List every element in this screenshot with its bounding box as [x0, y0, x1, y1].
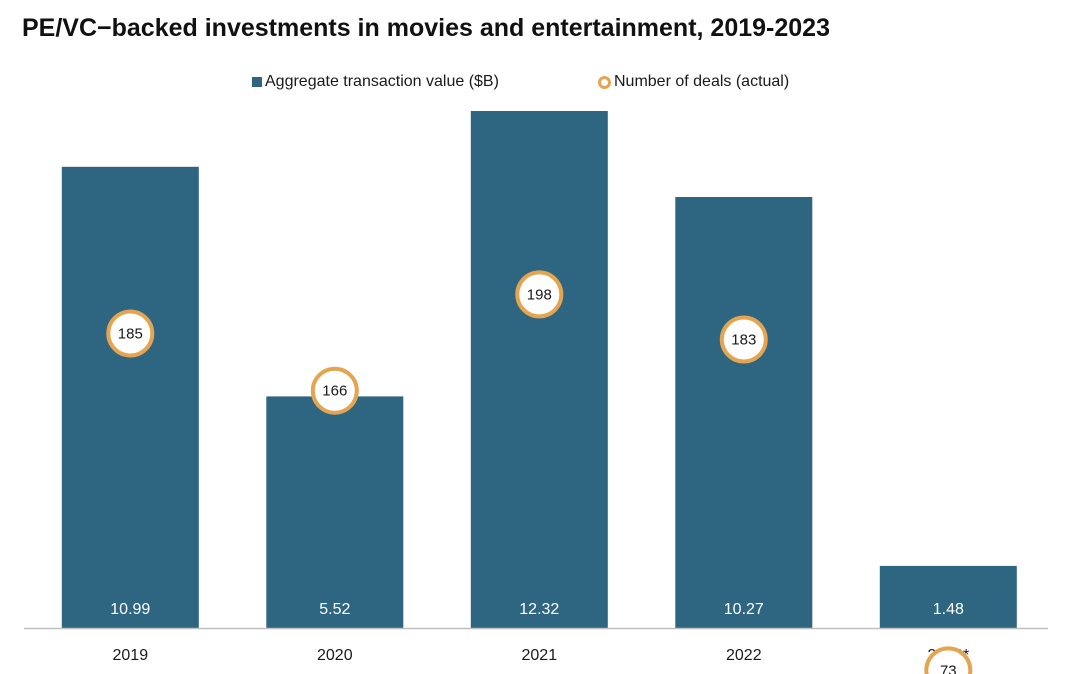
bar-value-label: 10.99 — [110, 601, 150, 618]
chart-legend: Aggregate transaction value ($B) Number … — [0, 73, 1078, 95]
deal-value-label: 185 — [118, 326, 143, 343]
legend-label-number-of-deals: Number of deals (actual) — [614, 73, 790, 90]
deal-value-label: 166 — [322, 383, 347, 400]
bar-value-label: 12.32 — [519, 601, 559, 618]
legend-label-transaction-value: Aggregate transaction value ($B) — [265, 73, 499, 90]
deal-marker-2022 — [719, 315, 768, 364]
x-tick-label: 2020 — [317, 647, 353, 664]
x-tick-label: 2019 — [113, 647, 149, 664]
deal-marker-2019 — [106, 309, 155, 358]
legend-item-transaction-value: Aggregate transaction value ($B) — [252, 73, 499, 91]
bar-2021 — [470, 111, 608, 628]
legend-swatch-bar — [252, 77, 262, 87]
deal-value-label: 73 — [940, 662, 957, 674]
bar-2019 — [61, 166, 199, 629]
x-tick-label: 2022 — [726, 647, 762, 664]
bar-2020 — [266, 396, 404, 628]
bar-2022 — [675, 197, 813, 628]
x-tick-label: 2021 — [522, 647, 558, 664]
bar-value-label: 5.52 — [319, 601, 350, 618]
deal-marker-2023* — [924, 646, 973, 674]
chart-title: PE/VC−backed investments in movies and e… — [22, 14, 830, 42]
deal-marker-2021 — [515, 270, 564, 319]
bar-value-label: 10.27 — [724, 601, 764, 618]
legend-item-number-of-deals: Number of deals (actual) — [598, 73, 789, 91]
deal-value-label: 183 — [731, 332, 756, 349]
deal-marker-2020 — [310, 366, 359, 415]
deal-value-label: 198 — [527, 286, 552, 303]
bar-2023* — [879, 565, 1017, 628]
bar-value-label: 1.48 — [933, 601, 964, 618]
legend-swatch-ring — [598, 75, 611, 89]
